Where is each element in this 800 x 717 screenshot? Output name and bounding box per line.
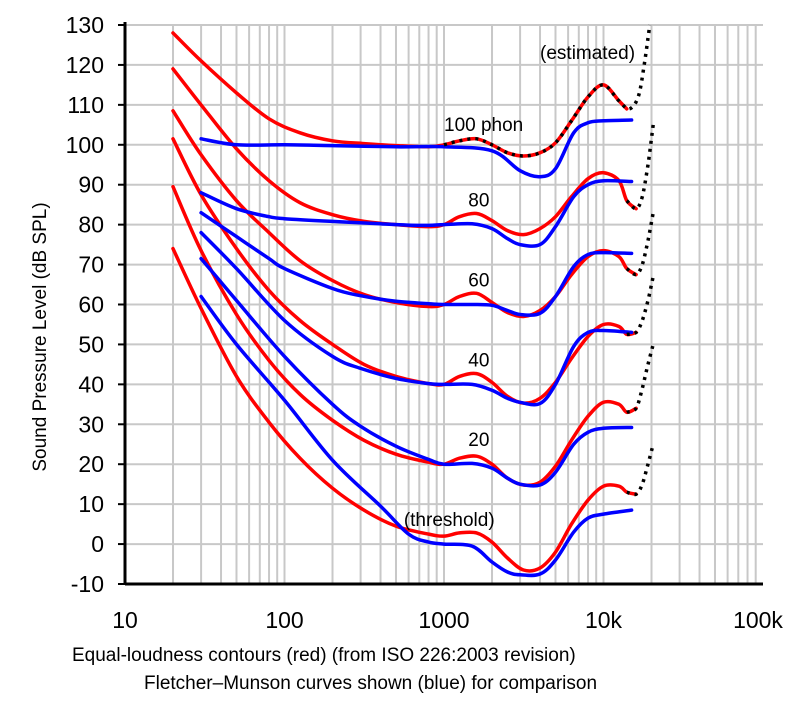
annotations: (estimated) 100 phon 80 60 40 20 (threshold) [404,43,635,531]
x-tick-label: 10k [585,607,623,633]
y-tick-label: 70 [78,252,104,278]
iso-curve-5 [171,184,638,488]
fletcher-curve-6 [199,294,634,578]
y-tick-label: 60 [78,292,104,318]
y-axis-label: Sound Pressure Level (dB SPL) [30,202,51,471]
x-tick-label: 100k [733,607,783,633]
y-tick-label: 30 [78,411,104,437]
y-tick-label: 110 [67,92,104,118]
y-tick-label: 80 [78,212,104,238]
fletcher-curve-1 [199,118,634,179]
y-tick-label: 90 [78,172,104,198]
loudness-chart: -10 0 10 20 30 40 50 60 70 80 90 100 110 120 130 10 100… [30,12,783,633]
caption-line-1: Equal-loudness contours (red) (from ISO … [72,645,576,666]
x-tick-label: 1000 [418,607,469,633]
x-tick-label: 100 [265,607,303,633]
curve-annotation: (threshold) [404,510,495,531]
fletcher-curve-4 [199,230,634,407]
estimated-curve-1 [443,24,652,158]
y-tick-labels: -10 0 10 20 30 40 50 60 70 80 90 100 110 120 130 [66,12,104,597]
series-layer [171,24,655,578]
y-tick-label: 50 [78,331,104,357]
iso-curve-2 [171,67,638,237]
y-tick-label: 10 [78,491,104,517]
y-tick-label: 0 [91,531,104,557]
caption-line-2: Fletcher–Munson curves shown (blue) for … [144,673,598,694]
y-tick-label: 100 [66,132,104,158]
fletcher-curve-2 [199,178,634,248]
estimated-curve-2 [625,124,655,211]
y-tick-label: 130 [66,12,104,38]
curve-annotation: 40 [468,350,489,371]
y-tick-label: 120 [66,52,104,78]
axes [118,22,763,586]
curve-annotation: 100 phon [444,115,523,136]
iso-curve-6 [171,246,638,573]
x-tick-labels: 10 100 1000 10k 100k [112,607,783,633]
curve-annotation: 60 [468,271,489,292]
fletcher-curve-5 [199,256,634,488]
curve-annotation: 80 [468,191,489,212]
y-tick-label: 20 [78,451,104,477]
fletcher-curve-3 [199,210,634,317]
estimated-curve-5 [626,343,655,414]
iso-curve-3 [171,109,638,319]
y-tick-label: 40 [78,371,104,397]
y-tick-label: -10 [71,571,104,597]
estimated-curve-6 [626,443,655,497]
curve-annotation: 20 [468,430,489,451]
estimated-curve-3 [625,212,655,277]
curve-annotation: (estimated) [540,43,635,64]
x-tick-label: 10 [112,607,138,633]
